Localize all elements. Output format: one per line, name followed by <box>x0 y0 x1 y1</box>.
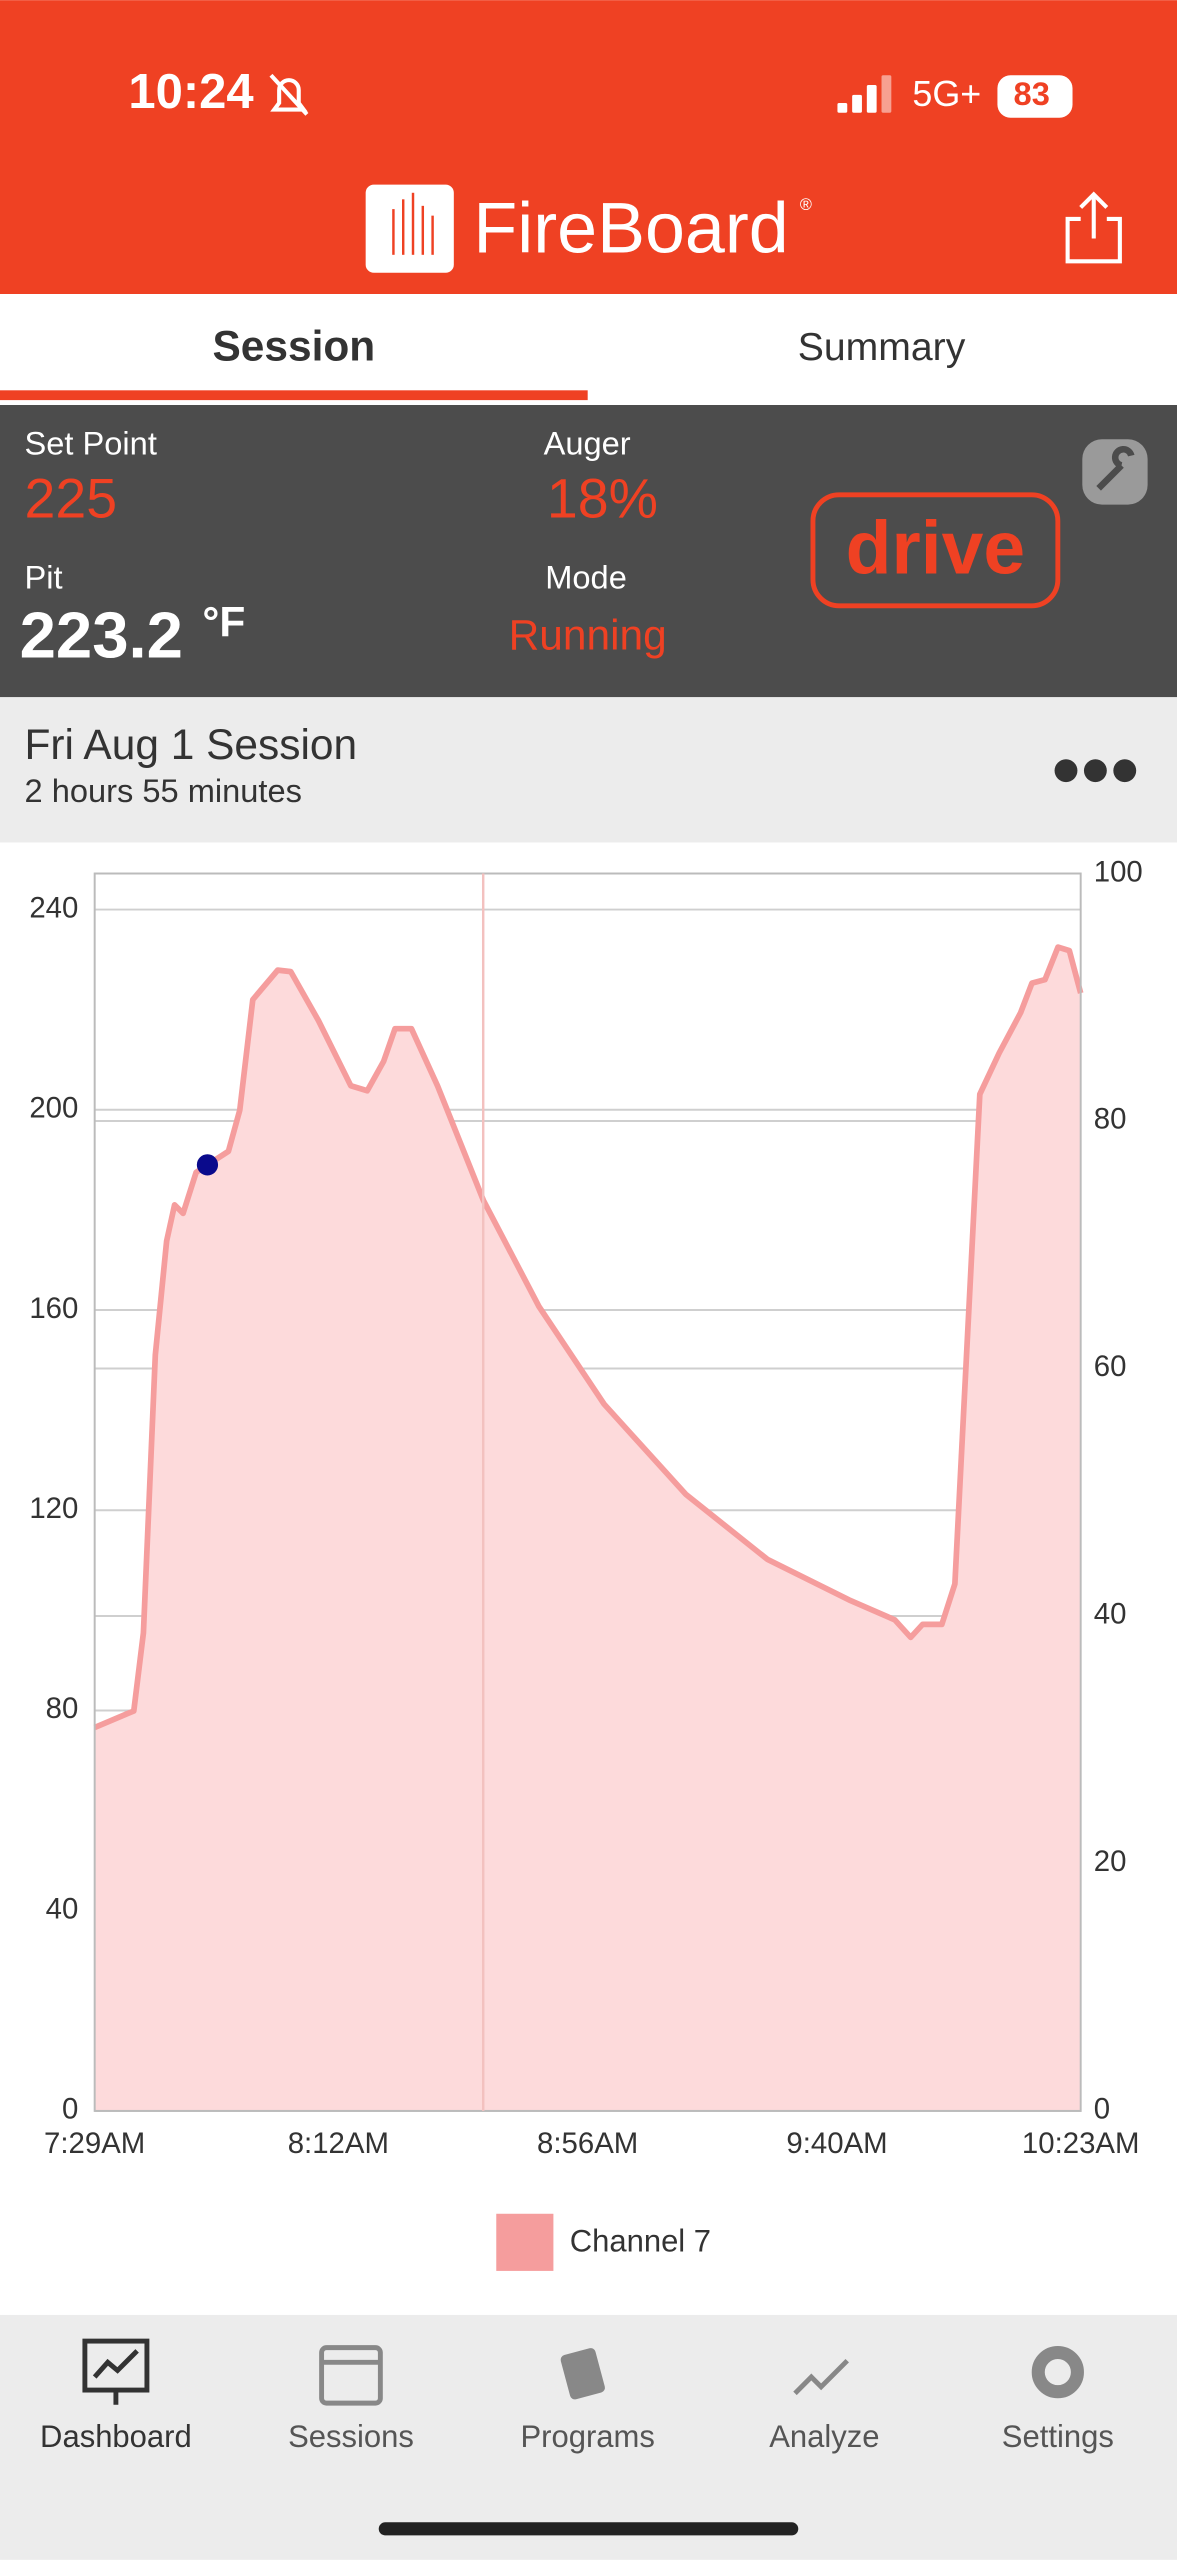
x-tick-label: 8:12AM <box>288 2127 389 2160</box>
label: Pit <box>24 558 62 595</box>
area <box>94 947 1081 2111</box>
home-indicator <box>378 2522 799 2536</box>
y-tick-label: 80 <box>46 1692 79 1725</box>
session-duration: 2 hours 55 minutes <box>24 772 301 809</box>
y2-tick-label: 80 <box>1094 1103 1127 1136</box>
brand-badge <box>810 492 1061 609</box>
signal-icon <box>837 75 892 113</box>
nav-item[interactable]: Sessions <box>288 2419 414 2454</box>
logo-mark <box>392 192 434 255</box>
legend-label: Channel 7 <box>570 2223 711 2258</box>
x-tick-label: 8:56AM <box>537 2127 638 2160</box>
y-tick-label: 240 <box>29 891 78 924</box>
y-tick-label: 160 <box>29 1292 78 1325</box>
y2-tick-label: 40 <box>1094 1598 1127 1631</box>
nav-item[interactable]: Settings <box>1002 2419 1114 2454</box>
y-tick-label: 200 <box>29 1092 78 1125</box>
label: Mode <box>545 558 627 595</box>
y2-tick-label: 0 <box>1094 2093 1110 2126</box>
x-tick-label: 7:29AM <box>44 2127 145 2160</box>
y-tick-label: 40 <box>46 1892 79 1925</box>
set-point: 225 <box>24 468 117 530</box>
title-mark: ® <box>800 196 812 214</box>
brand: drive <box>846 505 1025 589</box>
tab[interactable]: Session <box>212 323 375 370</box>
session-title: Fri Aug 1 Session <box>24 721 357 768</box>
label: Auger <box>544 424 631 461</box>
session-bar <box>0 697 1177 843</box>
pit-unit: °F <box>202 599 245 646</box>
app-header <box>0 0 1177 294</box>
chart: 0 40 80 120 160 200 240 0 20 40 60 80 100 7:29AM 8:12A… <box>29 855 1143 2271</box>
tab[interactable]: Summary <box>798 326 966 369</box>
plot-border <box>93 872 1082 2112</box>
battery-level: 83 <box>1014 75 1050 112</box>
line <box>93 944 1084 1731</box>
y2-tick-label: 20 <box>1094 1845 1127 1878</box>
y2-tick-label: 100 <box>1094 855 1143 888</box>
network: 5G+ <box>912 73 981 114</box>
x-tick-label: 9:40AM <box>786 2127 887 2160</box>
more-button[interactable] <box>1054 759 1137 783</box>
y-tick-label: 0 <box>62 2093 78 2126</box>
pit-temp: 223.2 <box>20 598 183 671</box>
nav-item[interactable]: Programs <box>520 2419 654 2454</box>
highlight-point <box>196 1154 219 1176</box>
x-tick-label: 10:23AM <box>1022 2127 1140 2160</box>
nav-icons <box>82 2338 1084 2406</box>
tab-indicator <box>0 390 588 401</box>
app-title: FireBoard <box>473 189 788 269</box>
battery <box>997 75 1073 118</box>
mute-icon <box>269 73 309 116</box>
y2-tick-label: 60 <box>1094 1350 1127 1383</box>
mode: Running <box>509 612 667 659</box>
y-tick-label: 120 <box>29 1492 78 1525</box>
label: Set Point <box>24 424 156 461</box>
status-time: 10:24 <box>128 65 253 119</box>
auger: 18% <box>547 468 658 530</box>
nav-item[interactable]: Analyze <box>769 2419 879 2454</box>
share-button[interactable] <box>1065 191 1122 264</box>
legend-swatch <box>496 2213 554 2271</box>
tab-bar <box>0 293 1177 406</box>
nav-item[interactable]: Dashboard <box>40 2419 192 2454</box>
app-logo <box>365 184 454 273</box>
wrench-icon <box>1096 446 1135 491</box>
controller-panel <box>0 405 1177 698</box>
